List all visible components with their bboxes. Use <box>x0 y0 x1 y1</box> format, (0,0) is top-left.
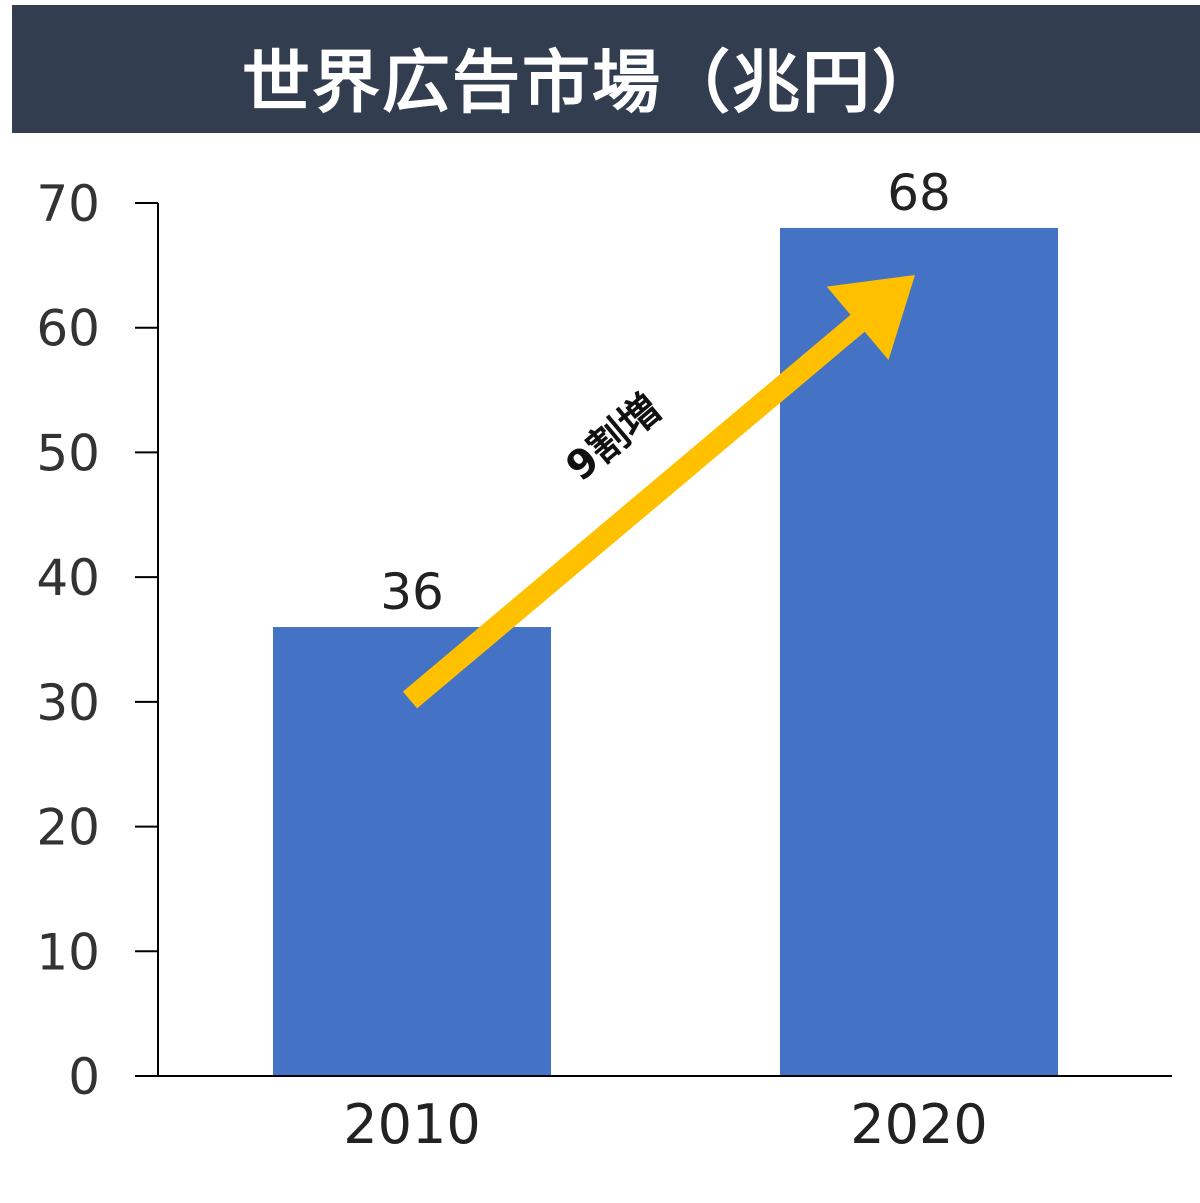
y-tick-label: 10 <box>36 923 100 981</box>
y-tick-label: 60 <box>36 300 100 358</box>
bar-2020 <box>780 227 1058 1076</box>
growth-arrow <box>402 274 916 709</box>
data-label-2010: 36 <box>380 563 444 621</box>
y-tick-label: 0 <box>68 1048 100 1106</box>
y-tick-label: 40 <box>36 549 100 607</box>
arrow-annotation: 9割増 <box>558 386 670 491</box>
chart-title: 世界広告市場（兆円） <box>241 44 942 123</box>
arrow-shaft <box>402 311 869 709</box>
y-tick-label: 50 <box>36 424 100 482</box>
x-tick-label-2010: 2010 <box>343 1093 480 1156</box>
y-tick-label: 70 <box>36 175 100 233</box>
y-tick-label: 20 <box>36 799 100 857</box>
title-bar: 世界広告市場（兆円） <box>12 5 1200 133</box>
arrow-head <box>826 274 916 361</box>
y-tick-label: 30 <box>36 674 100 732</box>
x-tick-label-2020: 2020 <box>850 1093 987 1156</box>
data-label-2020: 68 <box>887 164 951 222</box>
